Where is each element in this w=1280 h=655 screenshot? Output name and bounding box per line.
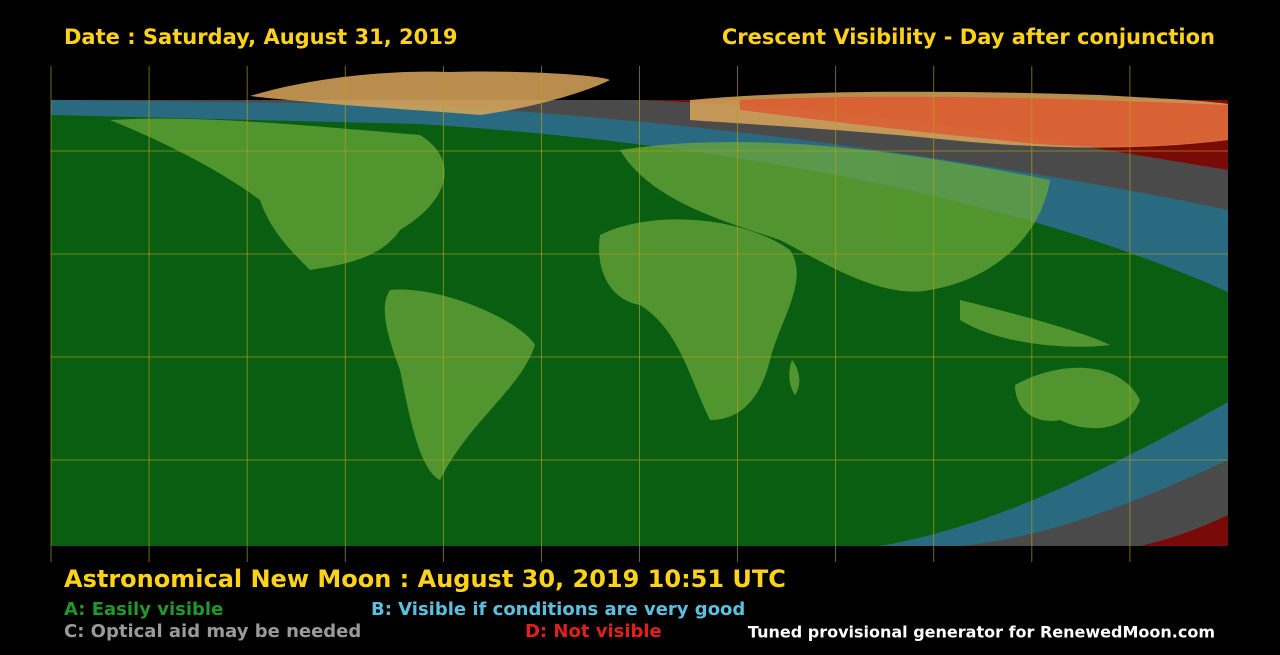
legend-c: C: Optical aid may be needed: [64, 621, 361, 642]
australia: [1015, 367, 1140, 429]
madagascar: [789, 360, 800, 395]
indonesia: [960, 300, 1110, 347]
north-america: [110, 118, 445, 270]
credit: Tuned provisional generator for RenewedM…: [748, 623, 1215, 642]
greenland: [250, 71, 610, 115]
africa: [599, 219, 797, 420]
new-moon: Astronomical New Moon : August 30, 2019 …: [64, 565, 786, 593]
legend-b: B: Visible if conditions are very good: [371, 599, 745, 620]
date: Date : Saturday, August 31, 2019: [64, 25, 457, 49]
legend-d: D: Not visible: [525, 621, 662, 642]
russia-zone-d: [740, 96, 1228, 147]
map-title: Crescent Visibility - Day after conjunct…: [722, 25, 1215, 49]
legend-a: A: Easily visible: [64, 599, 223, 620]
south-america: [384, 289, 535, 480]
grid: [50, 66, 1228, 562]
